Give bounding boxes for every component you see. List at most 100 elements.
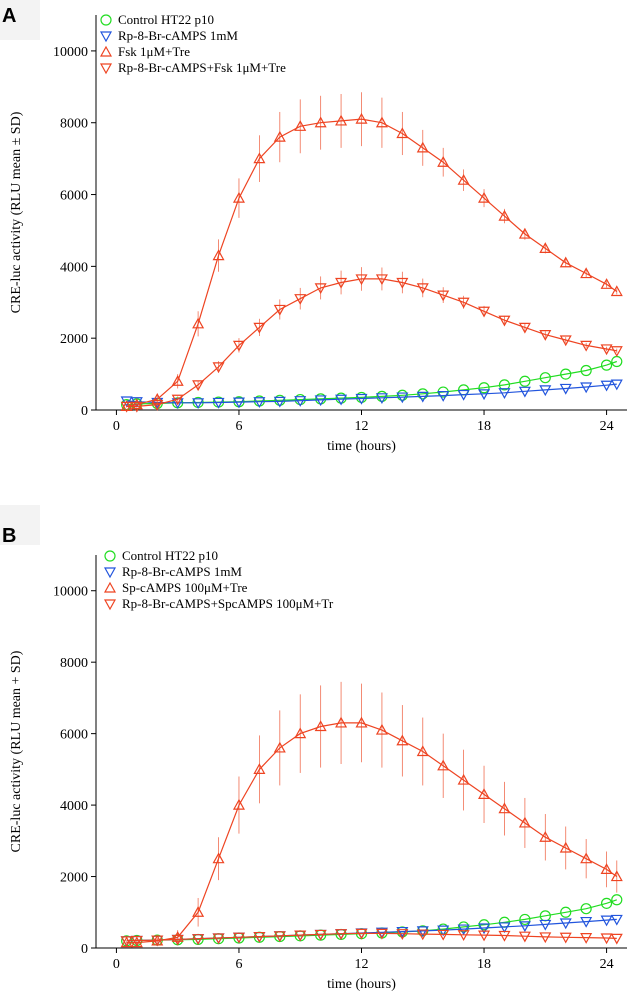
- y-tick-label: 4000: [60, 799, 88, 814]
- data-point: [355, 112, 368, 124]
- data-point: [600, 359, 613, 371]
- data-point: [253, 397, 266, 408]
- data-point: [478, 923, 491, 935]
- plot-area-a: 0 6 12 18 24 0 2000 4000 6000 8000 10000 time (hour…: [9, 12, 627, 454]
- data-point: [130, 401, 143, 413]
- series-line: [126, 722, 618, 944]
- data-point: [355, 274, 368, 286]
- panel-b-letter: B: [2, 525, 16, 547]
- data-point: [294, 120, 307, 131]
- y-tick-label: 8000: [60, 117, 88, 132]
- data-point: [580, 364, 592, 377]
- data-point: [273, 130, 286, 142]
- data-point: [539, 385, 552, 397]
- panel-a: A 0 6 12 18 24 0 2000 4000 6000 8000 10000 time (ho…: [0, 0, 627, 454]
- legend-entry: Sp-cAMPS 100μM+Tre: [122, 580, 248, 595]
- y-tick-label: 2000: [60, 871, 88, 886]
- legend-marker: [103, 599, 117, 611]
- data-point: [294, 294, 307, 305]
- data-point: [416, 283, 429, 295]
- data-point: [355, 928, 368, 940]
- data-point: [273, 396, 286, 408]
- data-point: [498, 802, 511, 814]
- data-point: [437, 290, 450, 302]
- x-tick-label: 12: [355, 957, 369, 972]
- data-point: [458, 921, 470, 933]
- x-tick-label: 0: [113, 957, 120, 972]
- data-point: [396, 392, 409, 404]
- panel-b-letter-bg: [0, 505, 40, 545]
- data-point: [396, 127, 409, 139]
- data-point: [518, 227, 531, 239]
- data-point: [437, 759, 450, 771]
- data-point: [171, 394, 184, 406]
- data-point: [192, 398, 205, 410]
- data-point: [253, 931, 266, 943]
- data-point: [171, 934, 184, 946]
- y-tick-label: 4000: [60, 260, 88, 275]
- data-point: [130, 935, 143, 947]
- data-point: [478, 306, 491, 318]
- data-point: [600, 344, 613, 356]
- data-point: [294, 930, 307, 942]
- data-point: [610, 870, 623, 882]
- data-point: [519, 913, 531, 926]
- data-point: [539, 831, 552, 842]
- legend-entry: Control HT22 p10: [122, 548, 218, 563]
- data-point: [335, 929, 348, 940]
- data-point: [610, 914, 623, 926]
- data-point: [273, 304, 286, 316]
- x-axis-title: time (hours): [327, 977, 396, 992]
- data-point: [416, 745, 429, 757]
- data-point: [335, 277, 348, 289]
- data-point: [416, 929, 429, 941]
- data-point: [375, 274, 388, 286]
- plot-area-b: 0 6 12 18 24 0 2000 4000 6000 8000 10000 time (hour…: [9, 548, 627, 992]
- data-point: [192, 380, 205, 392]
- data-point: [396, 277, 409, 289]
- data-point: [478, 389, 491, 401]
- data-point: [437, 929, 450, 941]
- data-point: [120, 396, 133, 408]
- data-point: [610, 379, 623, 391]
- data-point: [171, 375, 184, 386]
- data-point: [539, 372, 551, 384]
- data-point: [416, 141, 429, 153]
- data-point: [560, 906, 572, 918]
- data-point: [314, 283, 327, 295]
- data-point: [457, 924, 470, 936]
- data-point: [518, 386, 531, 398]
- data-point: [437, 155, 450, 167]
- legend-entry: Control HT22 p10: [118, 12, 214, 27]
- legend-entry: Rp-8-Br-cAMPS+SpcAMPS 100μM+Tr: [122, 596, 334, 611]
- data-point: [600, 897, 613, 909]
- y-tick-label: 2000: [60, 332, 88, 347]
- data-point: [580, 267, 593, 279]
- x-tick-label: 6: [235, 419, 242, 434]
- data-point: [212, 933, 225, 945]
- data-point: [580, 933, 593, 944]
- legend-marker: [100, 14, 112, 26]
- data-point: [478, 788, 491, 799]
- data-point: [559, 841, 572, 853]
- data-point: [600, 863, 613, 874]
- data-point: [375, 723, 388, 735]
- data-point: [518, 931, 531, 943]
- data-point: [580, 382, 593, 394]
- data-point: [396, 929, 409, 940]
- data-point: [130, 398, 143, 410]
- data-point: [539, 242, 552, 254]
- legend-marker: [104, 550, 116, 562]
- data-point: [396, 926, 409, 938]
- y-tick-label: 10000: [53, 45, 88, 60]
- data-point: [376, 390, 388, 402]
- y-tick-label: 6000: [60, 189, 88, 204]
- data-point: [335, 716, 348, 728]
- y-tick-label: 0: [81, 942, 88, 957]
- data-point: [478, 191, 491, 203]
- data-point: [559, 383, 572, 395]
- data-point: [314, 929, 327, 941]
- data-point: [559, 335, 572, 347]
- data-point: [212, 362, 225, 374]
- legend-marker: [103, 581, 117, 593]
